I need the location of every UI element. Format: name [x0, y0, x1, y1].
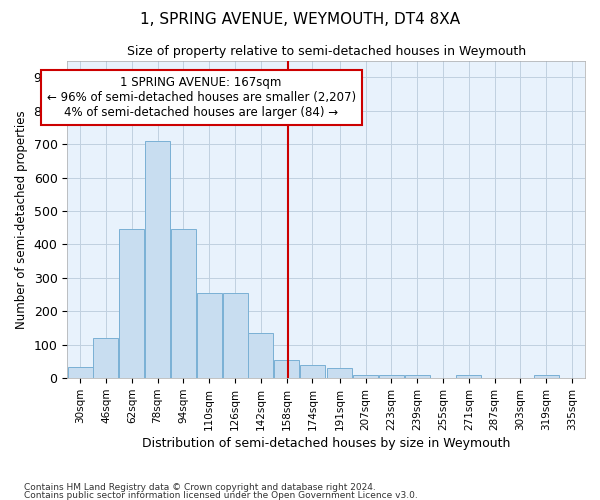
Text: 1 SPRING AVENUE: 167sqm
← 96% of semi-detached houses are smaller (2,207)
4% of : 1 SPRING AVENUE: 167sqm ← 96% of semi-de… — [47, 76, 356, 119]
Bar — [94, 338, 118, 378]
Text: 1, SPRING AVENUE, WEYMOUTH, DT4 8XA: 1, SPRING AVENUE, WEYMOUTH, DT4 8XA — [140, 12, 460, 28]
Bar — [119, 230, 144, 378]
Bar — [171, 230, 196, 378]
Bar — [405, 375, 430, 378]
Text: Contains HM Land Registry data © Crown copyright and database right 2024.: Contains HM Land Registry data © Crown c… — [24, 484, 376, 492]
Bar — [274, 360, 299, 378]
Bar — [248, 333, 274, 378]
Y-axis label: Number of semi-detached properties: Number of semi-detached properties — [15, 110, 28, 328]
Bar — [379, 375, 404, 378]
Bar — [534, 375, 559, 378]
Bar — [457, 375, 481, 378]
X-axis label: Distribution of semi-detached houses by size in Weymouth: Distribution of semi-detached houses by … — [142, 437, 511, 450]
Bar — [353, 375, 378, 378]
Bar — [68, 366, 92, 378]
Bar — [328, 368, 352, 378]
Bar — [223, 293, 248, 378]
Bar — [300, 365, 325, 378]
Title: Size of property relative to semi-detached houses in Weymouth: Size of property relative to semi-detach… — [127, 45, 526, 58]
Bar — [145, 141, 170, 378]
Text: Contains public sector information licensed under the Open Government Licence v3: Contains public sector information licen… — [24, 490, 418, 500]
Bar — [197, 293, 222, 378]
